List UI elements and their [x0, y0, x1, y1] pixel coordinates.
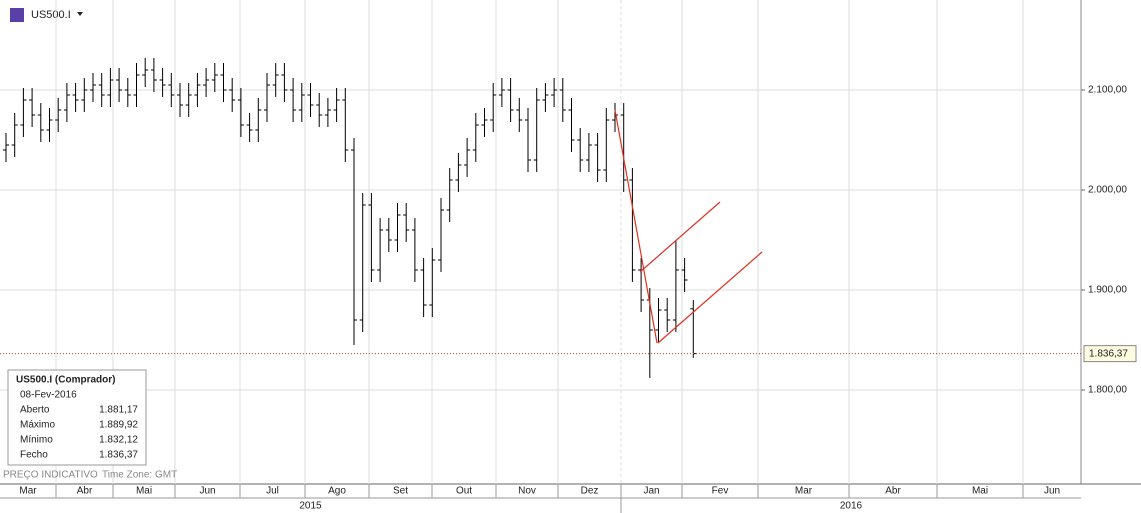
trend-lines[interactable] [614, 109, 763, 344]
tooltip-value: 1.832,12 [99, 435, 138, 446]
x-tick-label: Mai [972, 486, 988, 497]
channel-line[interactable] [657, 251, 763, 344]
y-tick-label: 1.900,00 [1088, 285, 1127, 296]
x-tick-label: Set [393, 486, 408, 497]
footer-timezone: Time Zone: GMT [102, 470, 177, 481]
x-tick-label: Mai [136, 486, 152, 497]
tooltip-value: 1.881,17 [99, 405, 138, 416]
x-tick-label: Dez [581, 486, 599, 497]
x-tick-label: Ago [328, 486, 346, 497]
tooltip-label: Fecho [20, 450, 48, 461]
tooltip-label: Mínimo [20, 435, 53, 446]
x-tick-label: Jul [266, 486, 279, 497]
y-tick-label: 2.100,00 [1088, 85, 1127, 96]
x-tick-label: Fev [712, 486, 729, 497]
y-tick-label: 2.000,00 [1088, 185, 1127, 196]
symbol[interactable]: US500.I [31, 9, 71, 21]
tooltip-label: Máximo [20, 420, 55, 431]
tooltip-box [7, 369, 147, 466]
tooltip-title: US500.I (Comprador) [16, 375, 115, 386]
year-label: 2015 [299, 501, 322, 512]
tooltip-value: 1.836,37 [99, 450, 138, 461]
x-tick-label: Jun [1044, 486, 1060, 497]
channel-line[interactable] [639, 201, 721, 273]
x-tick-label: Nov [518, 486, 536, 497]
last-price-box [1083, 345, 1137, 363]
x-tick-label: Out [456, 486, 472, 497]
symbol-icon [10, 8, 24, 22]
x-tick-label: Abr [885, 486, 901, 497]
x-tick-label: Jun [199, 486, 215, 497]
x-tick-label: Mar [19, 486, 37, 497]
x-tick-label: Abr [77, 486, 93, 497]
footer-note: PREÇO INDICATIVO [3, 470, 98, 481]
x-tick-label: Jan [643, 486, 659, 497]
tooltip-date: 08-Fev-2016 [20, 390, 77, 401]
year-label: 2016 [840, 501, 863, 512]
last-price-label: 1.836,37 [1089, 348, 1128, 359]
tooltip-label: Aberto [20, 405, 50, 416]
trend-line[interactable] [614, 109, 658, 344]
x-tick-label: Mar [795, 486, 813, 497]
y-tick-label: 1.800,00 [1088, 385, 1127, 396]
tooltip-value: 1.889,92 [99, 420, 138, 431]
dropdown-arrow[interactable] [77, 12, 83, 16]
